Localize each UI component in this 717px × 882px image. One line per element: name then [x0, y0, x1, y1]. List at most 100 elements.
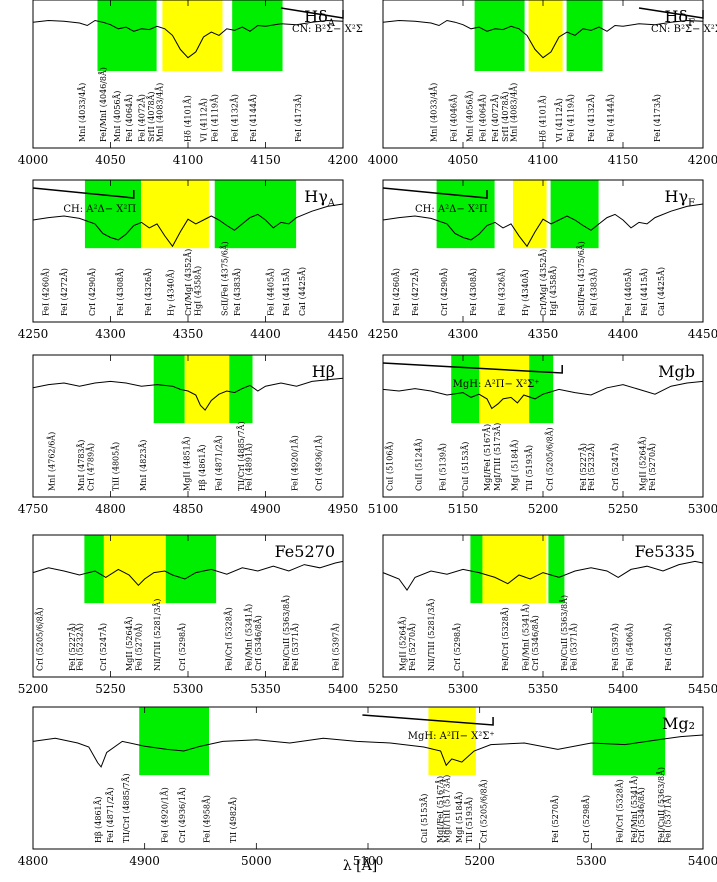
- panel-title: Hβ: [312, 362, 335, 381]
- panel-title: HδA: [304, 7, 336, 29]
- line-label: FeI (4072Å): [138, 94, 147, 142]
- line-label: FeI/MnI (4046/8Å): [99, 67, 108, 142]
- x-tick-label: 5350: [250, 682, 281, 696]
- line-label: FeI (4046Å): [450, 94, 459, 142]
- line-label: FeI/CrI (5328Å): [224, 607, 233, 671]
- line-label: SrII (4078Å): [501, 91, 510, 142]
- line-label: TiI/CrI (4885/7Å): [122, 773, 131, 843]
- line-label: TiII (4805Å): [111, 442, 120, 491]
- line-label: MnI (4762/6Å): [48, 432, 57, 491]
- x-tick-label: 4150: [608, 153, 639, 167]
- line-label: NiI/TiII (5281/3Å): [153, 599, 162, 671]
- x-tick-label: 5200: [528, 502, 559, 516]
- x-tick-label: 4000: [18, 153, 49, 167]
- spectrum-line: [382, 560, 704, 591]
- line-label: MnI (4056Å): [113, 91, 122, 142]
- feature-band: [162, 0, 223, 72]
- line-label: FeI/MnI (5341Å): [522, 604, 531, 671]
- line-label: FeI (4920/1Å): [290, 435, 299, 491]
- x-tick-label: 4050: [95, 153, 126, 167]
- line-label: CrI/MgI (4352Å): [184, 249, 193, 316]
- line-label: CrI (5298Å): [178, 623, 187, 671]
- line-label: FeI (4326Å): [144, 268, 153, 316]
- continuum-band: [97, 0, 157, 72]
- line-label: FeI (5371Å): [664, 795, 673, 843]
- x-tick-label: 4100: [528, 153, 559, 167]
- x-tick-label: 5400: [328, 682, 359, 696]
- panel-title: Mgb: [658, 362, 695, 381]
- panel-title: Fe5335: [635, 542, 695, 561]
- line-label: CrI (5205/6/8Å): [35, 607, 44, 671]
- x-tick-label: 4000: [368, 153, 399, 167]
- continuum-band: [474, 0, 525, 72]
- x-tick-label: 5300: [173, 682, 204, 696]
- x-tick-label: 5400: [608, 682, 639, 696]
- x-tick-label: 4450: [688, 327, 717, 341]
- x-tick-label: 5200: [464, 854, 495, 868]
- x-tick-label: 4350: [173, 327, 204, 341]
- line-label: TiI (4982Å): [229, 797, 238, 843]
- line-label: Hδ (4101Å): [184, 95, 193, 142]
- x-tick-label: 5100: [353, 854, 384, 868]
- panel-title: HγA: [304, 187, 336, 209]
- panel-3: CH: A²Δ− X²Π HγF FeI (4260Å) FeI (4272Å) CrI…: [368, 179, 717, 341]
- panel-5: MgH: A²Π− X²Σ⁺ Mgb CuI (5106Å) CuII (5124Å)…: [368, 354, 717, 516]
- line-label: FeI/MnI (5341Å): [245, 604, 254, 671]
- line-label: MgI (5184Å): [510, 440, 519, 491]
- line-label: FeI (5371Å): [570, 623, 579, 671]
- feature-band: [141, 180, 209, 249]
- line-label: Hδ (4101Å): [539, 95, 548, 142]
- line-label: CrI/MgI (4352Å): [539, 249, 548, 316]
- x-tick-label: 4050: [448, 153, 479, 167]
- panel-title: HδF: [664, 7, 695, 29]
- line-label: CrI (5247Å): [99, 623, 108, 671]
- x-tick-label: 4800: [18, 854, 49, 868]
- line-label: FeI (4415Å): [282, 268, 291, 316]
- line-label: FeI (4064Å): [478, 94, 487, 142]
- molecular-band-marker: [382, 187, 488, 199]
- continuum-band: [529, 355, 554, 424]
- line-label: MgI (5184Å): [455, 792, 464, 843]
- continuum-band: [84, 180, 142, 249]
- line-label: CrI (4789Å): [86, 443, 95, 491]
- continuum-band: [566, 0, 603, 72]
- line-label: FeI (5270Å): [551, 795, 560, 843]
- molecular-band-label: MgH: A²Π− X²Σ⁺: [453, 379, 540, 390]
- line-label: Hβ (4861Å): [94, 796, 103, 843]
- line-label: MgII (4851Å): [183, 436, 192, 491]
- line-label: MgI/TiII (5173Å): [493, 423, 502, 491]
- x-tick-label: 5100: [368, 502, 399, 516]
- feature-band: [482, 535, 547, 604]
- x-tick-label: 5250: [95, 682, 126, 696]
- line-label: CaI (4425Å): [298, 267, 307, 316]
- line-label: FeI (5430Å): [664, 623, 673, 671]
- spectrum-line: [32, 734, 704, 768]
- x-tick-label: 5200: [18, 682, 49, 696]
- line-label: FeI (4144Å): [606, 94, 615, 142]
- x-tick-label: 4900: [250, 502, 281, 516]
- line-label: FeI (4260Å): [42, 268, 51, 316]
- line-label: HgI (4358Å): [549, 266, 558, 316]
- panel-title: Mg₂: [662, 714, 695, 733]
- line-label: FeI (5397Å): [611, 623, 620, 671]
- line-label: FeI (4072Å): [491, 94, 500, 142]
- x-tick-label: 4350: [528, 327, 559, 341]
- x-tick-label: 4800: [95, 502, 126, 516]
- line-label: FeI (5139Å): [438, 443, 447, 491]
- line-label: MnI (4783Å): [77, 440, 86, 491]
- spectrum-line: [382, 203, 704, 248]
- line-label: FeI (5270Å): [135, 623, 144, 671]
- x-tick-label: 4950: [328, 502, 359, 516]
- continuum-band: [214, 180, 297, 249]
- line-label: FeI/CuII (5363/8Å): [657, 767, 666, 843]
- line-label: MnI (4823Å): [139, 440, 148, 491]
- x-tick-label: 4200: [688, 153, 717, 167]
- feature-band: [184, 355, 230, 424]
- x-tick-label: 4400: [608, 327, 639, 341]
- line-label: TiI/CrI (4885/7Å): [237, 421, 246, 491]
- line-label: MgII (5264Å): [398, 616, 407, 671]
- line-label: FeI/CrI (5328Å): [616, 779, 625, 843]
